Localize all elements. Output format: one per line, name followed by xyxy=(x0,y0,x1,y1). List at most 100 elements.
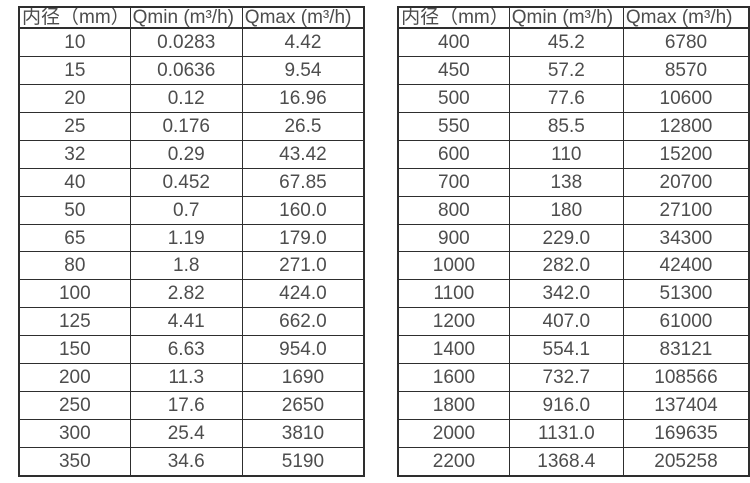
table-cell: 25 xyxy=(18,111,131,141)
table-row: 450 57.2 8570 xyxy=(397,56,750,86)
table-cell: 1200 xyxy=(397,307,510,337)
column-header: Qmax (m³/h) xyxy=(241,6,365,29)
table-row: 600 110 15200 xyxy=(397,139,750,169)
table-cell: 200 xyxy=(18,363,131,392)
table-cell: 3810 xyxy=(241,418,365,448)
table-row: 700 138 20700 xyxy=(397,167,750,197)
table-cell: 138 xyxy=(508,167,624,197)
table-row: 1600 732.7 108566 xyxy=(397,363,750,392)
table-cell: 10 xyxy=(18,27,131,58)
table-cell: 26.5 xyxy=(241,111,365,141)
table-cell: 4.41 xyxy=(129,307,243,337)
table-row: 10 0.0283 4.42 xyxy=(18,27,365,58)
table-cell: 5190 xyxy=(241,446,365,477)
table-cell: 180 xyxy=(508,195,624,225)
table-cell: 65 xyxy=(18,223,131,253)
table-cell: 0.12 xyxy=(129,84,243,113)
table-cell: 250 xyxy=(18,390,131,420)
table-cell: 17.6 xyxy=(129,390,243,420)
table-cell: 51300 xyxy=(622,279,750,309)
flow-range-tables-page: 内径（mm） Qmin (m³/h) Qmax (m³/h) 10 0.0283 4.42… xyxy=(18,6,750,477)
table-cell: 20700 xyxy=(622,167,750,197)
column-header: 内径（mm） xyxy=(18,6,131,29)
table-cell: 150 xyxy=(18,335,131,365)
table-cell: 9.54 xyxy=(241,56,365,86)
header-row: 内径（mm） Qmin (m³/h) Qmax (m³/h) xyxy=(397,6,750,29)
table-cell: 110 xyxy=(508,139,624,169)
table-cell: 77.6 xyxy=(508,84,624,113)
table-cell: 282.0 xyxy=(508,251,624,281)
table-cell: 160.0 xyxy=(241,195,365,225)
table-row: 300 25.4 3810 xyxy=(18,418,365,448)
table-cell: 229.0 xyxy=(508,223,624,253)
table-cell: 15200 xyxy=(622,139,750,169)
table-cell: 6780 xyxy=(622,27,750,58)
table-cell: 32 xyxy=(18,139,131,169)
column-header: Qmin (m³/h) xyxy=(508,6,624,29)
table-cell: 2200 xyxy=(397,446,510,477)
table-cell: 0.176 xyxy=(129,111,243,141)
table-row: 80 1.8 271.0 xyxy=(18,251,365,281)
table-cell: 16.96 xyxy=(241,84,365,113)
table-cell: 1400 xyxy=(397,335,510,365)
table-cell: 61000 xyxy=(622,307,750,337)
table-cell: 0.7 xyxy=(129,195,243,225)
table-row: 65 1.19 179.0 xyxy=(18,223,365,253)
table-cell: 42400 xyxy=(622,251,750,281)
table-cell: 500 xyxy=(397,84,510,113)
table-cell: 300 xyxy=(18,418,131,448)
table-row: 40 0.452 67.85 xyxy=(18,167,365,197)
table-row: 150 6.63 954.0 xyxy=(18,335,365,365)
table-cell: 83121 xyxy=(622,335,750,365)
table-cell: 342.0 xyxy=(508,279,624,309)
table-cell: 43.42 xyxy=(241,139,365,169)
table-cell: 554.1 xyxy=(508,335,624,365)
table-cell: 6.63 xyxy=(129,335,243,365)
table-cell: 1.8 xyxy=(129,251,243,281)
table-row: 100 2.82 424.0 xyxy=(18,279,365,309)
table-cell: 0.452 xyxy=(129,167,243,197)
table-row: 1200 407.0 61000 xyxy=(397,307,750,337)
table-cell: 1100 xyxy=(397,279,510,309)
table-row: 2200 1368.4 205258 xyxy=(397,446,750,477)
table-cell: 108566 xyxy=(622,363,750,392)
table-cell: 954.0 xyxy=(241,335,365,365)
table-cell: 12800 xyxy=(622,111,750,141)
table-cell: 732.7 xyxy=(508,363,624,392)
table-cell: 100 xyxy=(18,279,131,309)
table-row: 15 0.0636 9.54 xyxy=(18,56,365,86)
flow-range-table-dn400-2200: 内径（mm） Qmin (m³/h) Qmax (m³/h) 400 45.2 6780 4… xyxy=(397,6,750,477)
table-cell: 1000 xyxy=(397,251,510,281)
table-row: 800 180 27100 xyxy=(397,195,750,225)
table-cell: 34300 xyxy=(622,223,750,253)
table-cell: 1131.0 xyxy=(508,418,624,448)
table-cell: 0.29 xyxy=(129,139,243,169)
table-cell: 662.0 xyxy=(241,307,365,337)
table-cell: 57.2 xyxy=(508,56,624,86)
table-cell: 179.0 xyxy=(241,223,365,253)
table-cell: 67.85 xyxy=(241,167,365,197)
table-cell: 80 xyxy=(18,251,131,281)
table-row: 400 45.2 6780 xyxy=(397,27,750,58)
table-row: 125 4.41 662.0 xyxy=(18,307,365,337)
table-cell: 25.4 xyxy=(129,418,243,448)
table-cell: 11.3 xyxy=(129,363,243,392)
table-cell: 800 xyxy=(397,195,510,225)
table-row: 350 34.6 5190 xyxy=(18,446,365,477)
table-cell: 4.42 xyxy=(241,27,365,58)
table-cell: 424.0 xyxy=(241,279,365,309)
table-row: 250 17.6 2650 xyxy=(18,390,365,420)
table-row: 1000 282.0 42400 xyxy=(397,251,750,281)
table-cell: 2650 xyxy=(241,390,365,420)
table-cell: 350 xyxy=(18,446,131,477)
column-header: 内径（mm） xyxy=(397,6,510,29)
table-cell: 600 xyxy=(397,139,510,169)
table-row: 32 0.29 43.42 xyxy=(18,139,365,169)
table-cell: 1.19 xyxy=(129,223,243,253)
table-cell: 1690 xyxy=(241,363,365,392)
table-row: 1400 554.1 83121 xyxy=(397,335,750,365)
table-cell: 450 xyxy=(397,56,510,86)
table-cell: 15 xyxy=(18,56,131,86)
column-header: Qmin (m³/h) xyxy=(129,6,243,29)
table-cell: 0.0283 xyxy=(129,27,243,58)
